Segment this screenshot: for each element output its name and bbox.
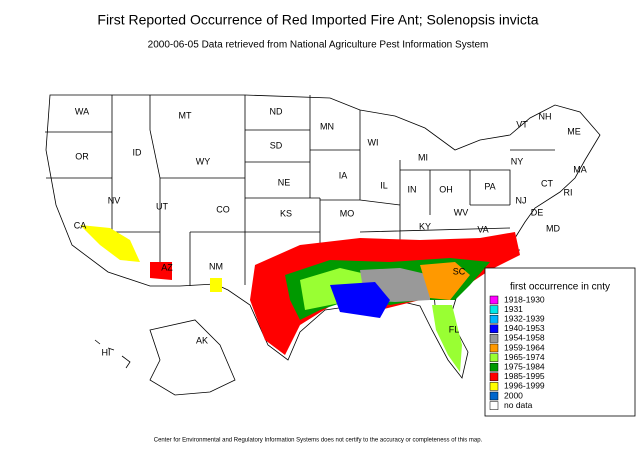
state-label: WI — [368, 137, 379, 147]
state-label: CT — [541, 178, 553, 188]
state-label: MD — [546, 223, 560, 233]
state-label: MA — [573, 164, 587, 174]
legend-box — [484, 267, 636, 417]
legend-label: 1932-1939 — [504, 313, 545, 323]
state-label: PA — [484, 181, 495, 191]
state-label: IA — [339, 170, 348, 180]
legend-swatch — [489, 343, 499, 353]
state-label: VT — [516, 119, 528, 129]
legend-label: 1985-1995 — [504, 371, 545, 381]
state-label: AZ — [161, 262, 173, 272]
state-label: SC — [453, 266, 466, 276]
legend-swatch — [489, 305, 499, 314]
state-label: HI — [102, 347, 111, 357]
state-label: VA — [477, 224, 488, 234]
state-label: CA — [74, 220, 87, 230]
legend-swatch — [489, 324, 499, 334]
state-label: ME — [567, 126, 581, 136]
footer-note: Center for Environmental and Regulatory … — [154, 438, 483, 444]
state-label: UT — [156, 201, 168, 211]
legend-label: 1965-1974 — [504, 352, 545, 362]
subtitle: 2000-06-05 Data retrieved from National … — [148, 40, 489, 51]
state-label: NE — [278, 177, 291, 187]
state-label: OR — [75, 151, 89, 161]
state-label: NV — [108, 195, 121, 205]
legend-label: 1996-1999 — [504, 381, 545, 391]
state-label: NM — [209, 261, 223, 271]
hawaii — [94, 339, 131, 369]
legend-swatch — [489, 401, 499, 410]
legend-swatch — [489, 295, 499, 305]
state-label: NH — [539, 111, 552, 121]
legend-swatch — [489, 334, 499, 343]
state-label: WA — [75, 106, 89, 116]
legend-label: no data — [504, 400, 533, 410]
state-label: IL — [380, 180, 388, 190]
legend-swatch — [489, 353, 499, 362]
state-label: MI — [418, 152, 428, 162]
state-label: WV — [454, 207, 469, 217]
legend-label: 1931 — [504, 304, 523, 314]
state-label: FL — [449, 324, 460, 334]
legend-swatch — [489, 314, 499, 324]
legend-label: 1940-1953 — [504, 323, 545, 333]
state-label: AK — [196, 335, 208, 345]
area-yellow-ca — [80, 225, 140, 262]
area-blue — [330, 282, 390, 318]
area-red-az — [150, 262, 172, 280]
legend-swatch — [489, 391, 499, 401]
state-label: RI — [564, 187, 573, 197]
legend-swatch — [489, 382, 499, 391]
state-label: KS — [280, 208, 292, 218]
state-label: MO — [340, 208, 355, 218]
state-label: WY — [196, 156, 211, 166]
legend-label: 1959-1964 — [504, 342, 545, 352]
state-label: KY — [419, 221, 431, 231]
state-label: MN — [320, 121, 334, 131]
state-labels: WA OR ID MT WY ND SD NE MN WI MI IA IL IN OH PA NY VT NH ME… — [74, 106, 587, 357]
state-label: NY — [511, 156, 524, 166]
state-label: NJ — [516, 195, 527, 205]
title: First Reported Occurrence of Red Importe… — [97, 12, 538, 28]
state-label: OH — [439, 184, 453, 194]
legend-swatch — [489, 362, 499, 372]
area-florida — [432, 305, 462, 372]
area-yellow-az — [210, 278, 222, 292]
state-label: CO — [216, 204, 230, 214]
infestation-area — [80, 225, 520, 372]
state-label: SD — [270, 140, 283, 150]
legend: first occurrence in cnty 1918-1930193119… — [484, 267, 636, 417]
legend-label: 2000 — [504, 390, 523, 400]
area-orange — [420, 262, 470, 300]
state-label: IN — [408, 184, 417, 194]
legend-title: first occurrence in cnty — [510, 282, 610, 293]
legend-entries: 1918-193019311932-19391940-19531954-1958… — [489, 294, 545, 410]
legend-swatch — [489, 372, 499, 382]
legend-label: 1954-1958 — [504, 333, 545, 343]
state-label: MT — [179, 110, 192, 120]
legend-label: 1975-1984 — [504, 361, 545, 371]
state-label: DE — [531, 207, 544, 217]
state-label: ID — [133, 147, 143, 157]
legend-label: 1918-1930 — [504, 294, 545, 304]
alaska — [149, 319, 236, 396]
state-label: ND — [270, 106, 283, 116]
